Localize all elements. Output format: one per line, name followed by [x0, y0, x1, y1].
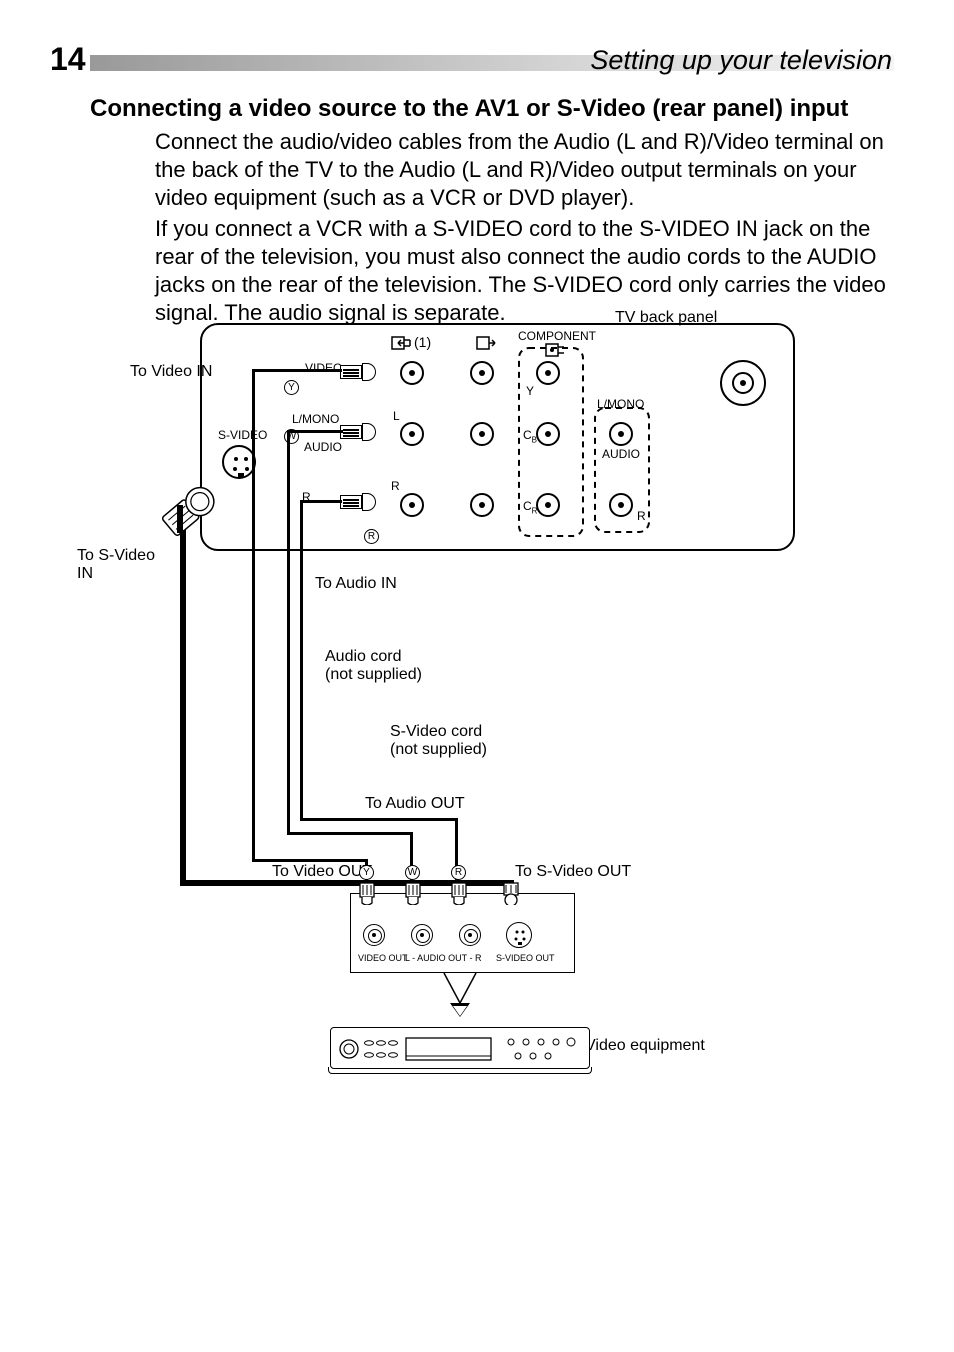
paragraph-1: Connect the audio/video cables from the …: [155, 128, 889, 212]
vcr-unit: [330, 1027, 590, 1069]
to-video-in-label: To Video IN: [130, 363, 212, 381]
component-label: COMPONENT: [518, 330, 596, 343]
tag-r: R: [364, 529, 379, 544]
audio-l-plug: [340, 423, 376, 441]
panel-title-label: TV back panel: [615, 309, 717, 327]
coax-antenna-jack: [720, 360, 766, 406]
vcr-video-out-label: VIDEO OUT: [358, 954, 408, 964]
chapter-title: Setting up your television: [590, 45, 892, 76]
connection-diagram: TV back panel (1) COMPONENT VIDEO L R Y …: [140, 305, 800, 1125]
vcr-plug-audio-r: [450, 881, 468, 905]
vcr-svideo-out-port: [506, 922, 532, 948]
page-number: 14: [50, 41, 86, 78]
svideo-jack: [222, 445, 256, 479]
vcr-plug-audio-l: [404, 881, 422, 905]
arrow-down-icon: [450, 1003, 470, 1017]
vcr-plug-svideo: [500, 881, 522, 905]
component-dashed-box: [516, 345, 586, 540]
section-heading: Connecting a video source to the AV1 or …: [90, 95, 848, 123]
vcr-audio-l-port: [411, 924, 433, 946]
audio-label: AUDIO: [304, 441, 342, 454]
vcr-video-out-port: [363, 924, 385, 946]
out-audio-l-jack: [470, 422, 494, 446]
vcr-plug-video: [358, 881, 376, 905]
svideo-cord-note: S-Video cord (not supplied): [390, 723, 487, 758]
to-svideo-out-label: To S-Video OUT: [515, 863, 631, 881]
tag-y: Y: [284, 380, 299, 395]
vcr-tag-r: R: [451, 865, 466, 880]
av-output-icon: [475, 335, 497, 351]
audio-cord-note: Audio cord (not supplied): [325, 648, 422, 683]
vcr-ports-panel: VIDEO OUT L - AUDIO OUT - R S-VIDEO OUT: [350, 893, 575, 973]
av1-l-label: L: [393, 410, 400, 423]
vcr-tag-w: W: [405, 865, 420, 880]
av-input-icon: [390, 335, 412, 351]
out-audio-r-jack: [470, 493, 494, 517]
comp-audio-dashed-box: [592, 405, 652, 535]
to-svideo-in-label: To S-Video IN: [77, 547, 155, 582]
svideo-cable-bend: [160, 505, 200, 545]
vcr-svideo-out-label: S-VIDEO OUT: [496, 954, 555, 964]
video-equipment-label: Video equipment: [585, 1037, 705, 1055]
av1-r-label: R: [391, 480, 400, 493]
av1-video-jack: [400, 361, 424, 385]
audio-r-plug: [340, 493, 376, 511]
av1-group-label: (1): [414, 335, 431, 350]
vcr-tag-y: Y: [359, 865, 374, 880]
to-audio-in-label: To Audio IN: [315, 575, 397, 593]
vcr-audio-out-label: L - AUDIO OUT - R: [405, 954, 482, 964]
to-video-out-label: To Video OUT: [272, 863, 372, 881]
av1-audio-r-jack: [400, 493, 424, 517]
to-audio-out-label: To Audio OUT: [365, 795, 465, 813]
svideo-panel-label: S-VIDEO: [218, 429, 267, 442]
lmono-label: L/MONO: [292, 413, 339, 426]
av1-audio-l-jack: [400, 422, 424, 446]
vcr-audio-r-port: [459, 924, 481, 946]
out-video-jack: [470, 361, 494, 385]
video-plug: [340, 363, 376, 381]
